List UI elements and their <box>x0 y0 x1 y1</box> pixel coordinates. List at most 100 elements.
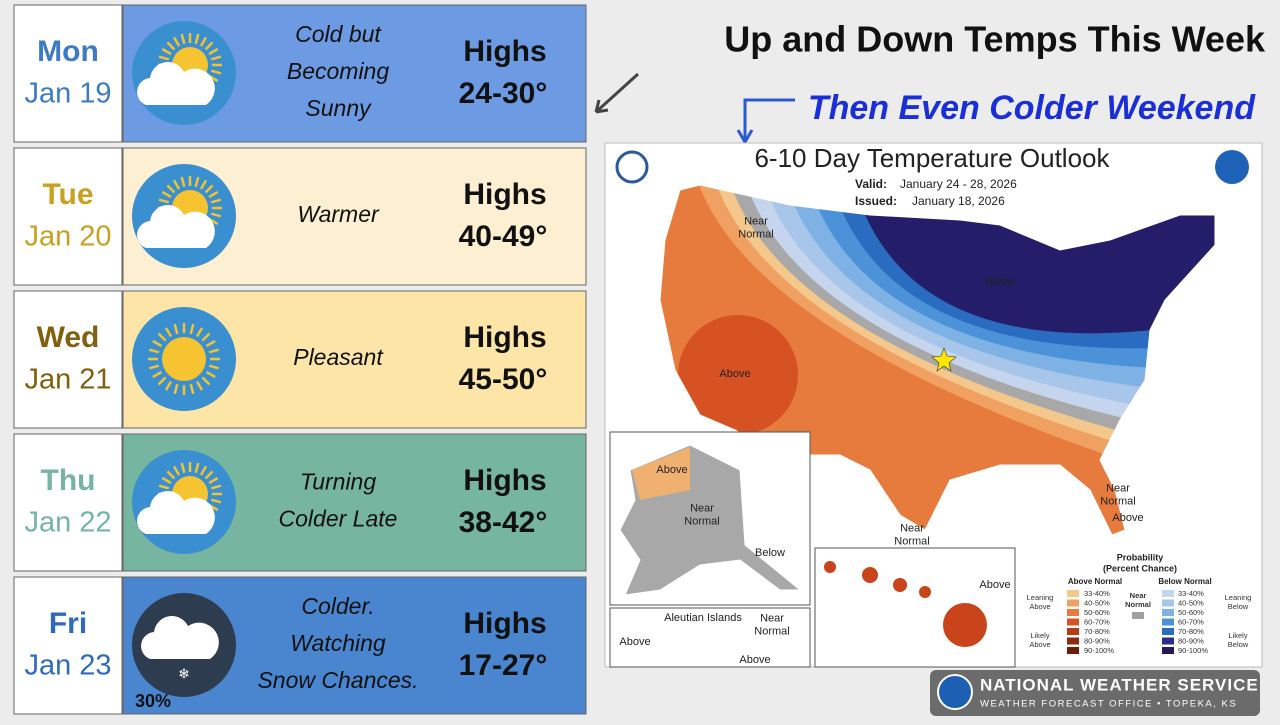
sun-ray <box>204 184 214 194</box>
sun-ray <box>158 198 170 204</box>
sun-ray <box>166 41 176 51</box>
arrow <box>736 98 795 145</box>
region-label: Above <box>619 636 650 648</box>
day: Thu <box>41 464 96 497</box>
noaa-logo <box>1215 150 1249 184</box>
sun-ray <box>201 332 211 342</box>
sun-ray <box>195 380 204 391</box>
region-label: Near <box>900 522 924 534</box>
subtitle: Then Even Colder Weekend <box>808 89 1256 127</box>
day: Mon <box>37 35 99 68</box>
legend-range: 90-100% <box>1178 646 1208 655</box>
cloud <box>137 62 215 105</box>
day: Tue <box>42 178 93 211</box>
legend-swatch <box>1067 637 1079 645</box>
sun-ray <box>194 462 200 474</box>
description: Sunny <box>305 95 372 121</box>
legend-swatch <box>1132 612 1144 619</box>
sun-ray <box>201 376 211 386</box>
nws-office: WEATHER FORECAST OFFICE • TOPEKA, KS <box>980 699 1237 710</box>
sun-ray <box>152 370 163 379</box>
legend-range: 50-60% <box>1084 608 1110 617</box>
legend-range: 60-70% <box>1178 617 1204 626</box>
region-label: Near <box>744 215 768 227</box>
region-label: Aleutian Islands <box>664 612 742 624</box>
sun-ray <box>210 212 222 218</box>
hawaii-island <box>824 561 836 573</box>
legend-swatch <box>1162 647 1174 654</box>
legend-range: 40-50% <box>1084 598 1110 607</box>
legend-range: 90-100% <box>1084 646 1114 655</box>
highs: 17-27° <box>459 649 548 682</box>
legend-range: 70-80% <box>1084 627 1110 636</box>
date-box <box>13 147 123 286</box>
date: Jan 21 <box>24 364 111 396</box>
region-label: Above <box>1112 512 1143 524</box>
sun-ray <box>208 364 220 370</box>
precip: 30% <box>135 691 171 711</box>
sun-ray <box>189 323 195 335</box>
legend-group: Leaning <box>1225 593 1252 602</box>
sun-ray <box>157 376 167 386</box>
legend-near: Normal <box>1125 600 1151 609</box>
sun-ray <box>166 184 176 194</box>
sun-ray <box>208 47 219 56</box>
legend-swatch <box>1067 647 1079 654</box>
description: Colder. <box>301 593 374 619</box>
sun-ray <box>172 179 181 190</box>
highs-label: Highs <box>463 35 546 68</box>
region-label: Near <box>690 502 714 514</box>
highs: 40-49° <box>459 220 548 253</box>
sun-ray <box>210 198 222 204</box>
date: Jan 20 <box>24 221 111 253</box>
weather-icon <box>132 450 236 554</box>
description: Cold but <box>295 21 382 47</box>
description: Watching <box>290 630 386 656</box>
highs-label: Highs <box>463 607 546 640</box>
hawaii-island <box>943 603 987 647</box>
legend-swatch <box>1067 599 1079 607</box>
nws-name: NATIONAL WEATHER SERVICE <box>980 675 1259 694</box>
sun-ray <box>164 380 173 391</box>
legend-range: 33-40% <box>1084 589 1110 598</box>
hawaii-inset <box>814 547 1016 668</box>
legend-swatch <box>1162 628 1174 635</box>
sun-ray <box>194 176 200 188</box>
above-core <box>678 315 798 435</box>
day: Wed <box>37 321 100 354</box>
sun-ray <box>172 465 181 476</box>
arrow <box>594 72 640 114</box>
region-label: Above <box>739 654 770 666</box>
weather-icon <box>132 164 236 268</box>
sun-ray <box>161 190 172 199</box>
highs-label: Highs <box>463 321 546 354</box>
date: Jan 22 <box>24 507 111 539</box>
legend-group: Likely <box>1228 631 1247 640</box>
sun-ray <box>210 484 222 490</box>
weather-icon: ❄ <box>132 593 236 697</box>
description: Turning <box>300 469 376 495</box>
legend-below-header: Below Normal <box>1158 577 1211 586</box>
issued: January 18, 2026 <box>912 194 1005 208</box>
alaska-above <box>632 447 690 500</box>
sun-ray <box>199 465 208 476</box>
region-label: Above <box>656 464 687 476</box>
legend-group: Above <box>1029 602 1050 611</box>
legend-range: 70-80% <box>1178 627 1204 636</box>
legend-range: 60-70% <box>1084 617 1110 626</box>
sun-ray <box>199 36 208 47</box>
legend-swatch <box>1067 628 1079 635</box>
sun-ray <box>180 462 186 474</box>
valid-label: Valid: <box>855 177 887 191</box>
sun-ray <box>180 33 186 45</box>
legend-swatch <box>1162 609 1174 616</box>
sun-ray <box>161 47 172 56</box>
snowflake: ❄ <box>178 666 190 682</box>
sun-ray <box>194 33 200 45</box>
hawaii-island <box>919 586 931 598</box>
region-label: Below <box>755 547 785 559</box>
date: Jan 23 <box>24 650 111 682</box>
legend-group: Below <box>1228 640 1249 649</box>
